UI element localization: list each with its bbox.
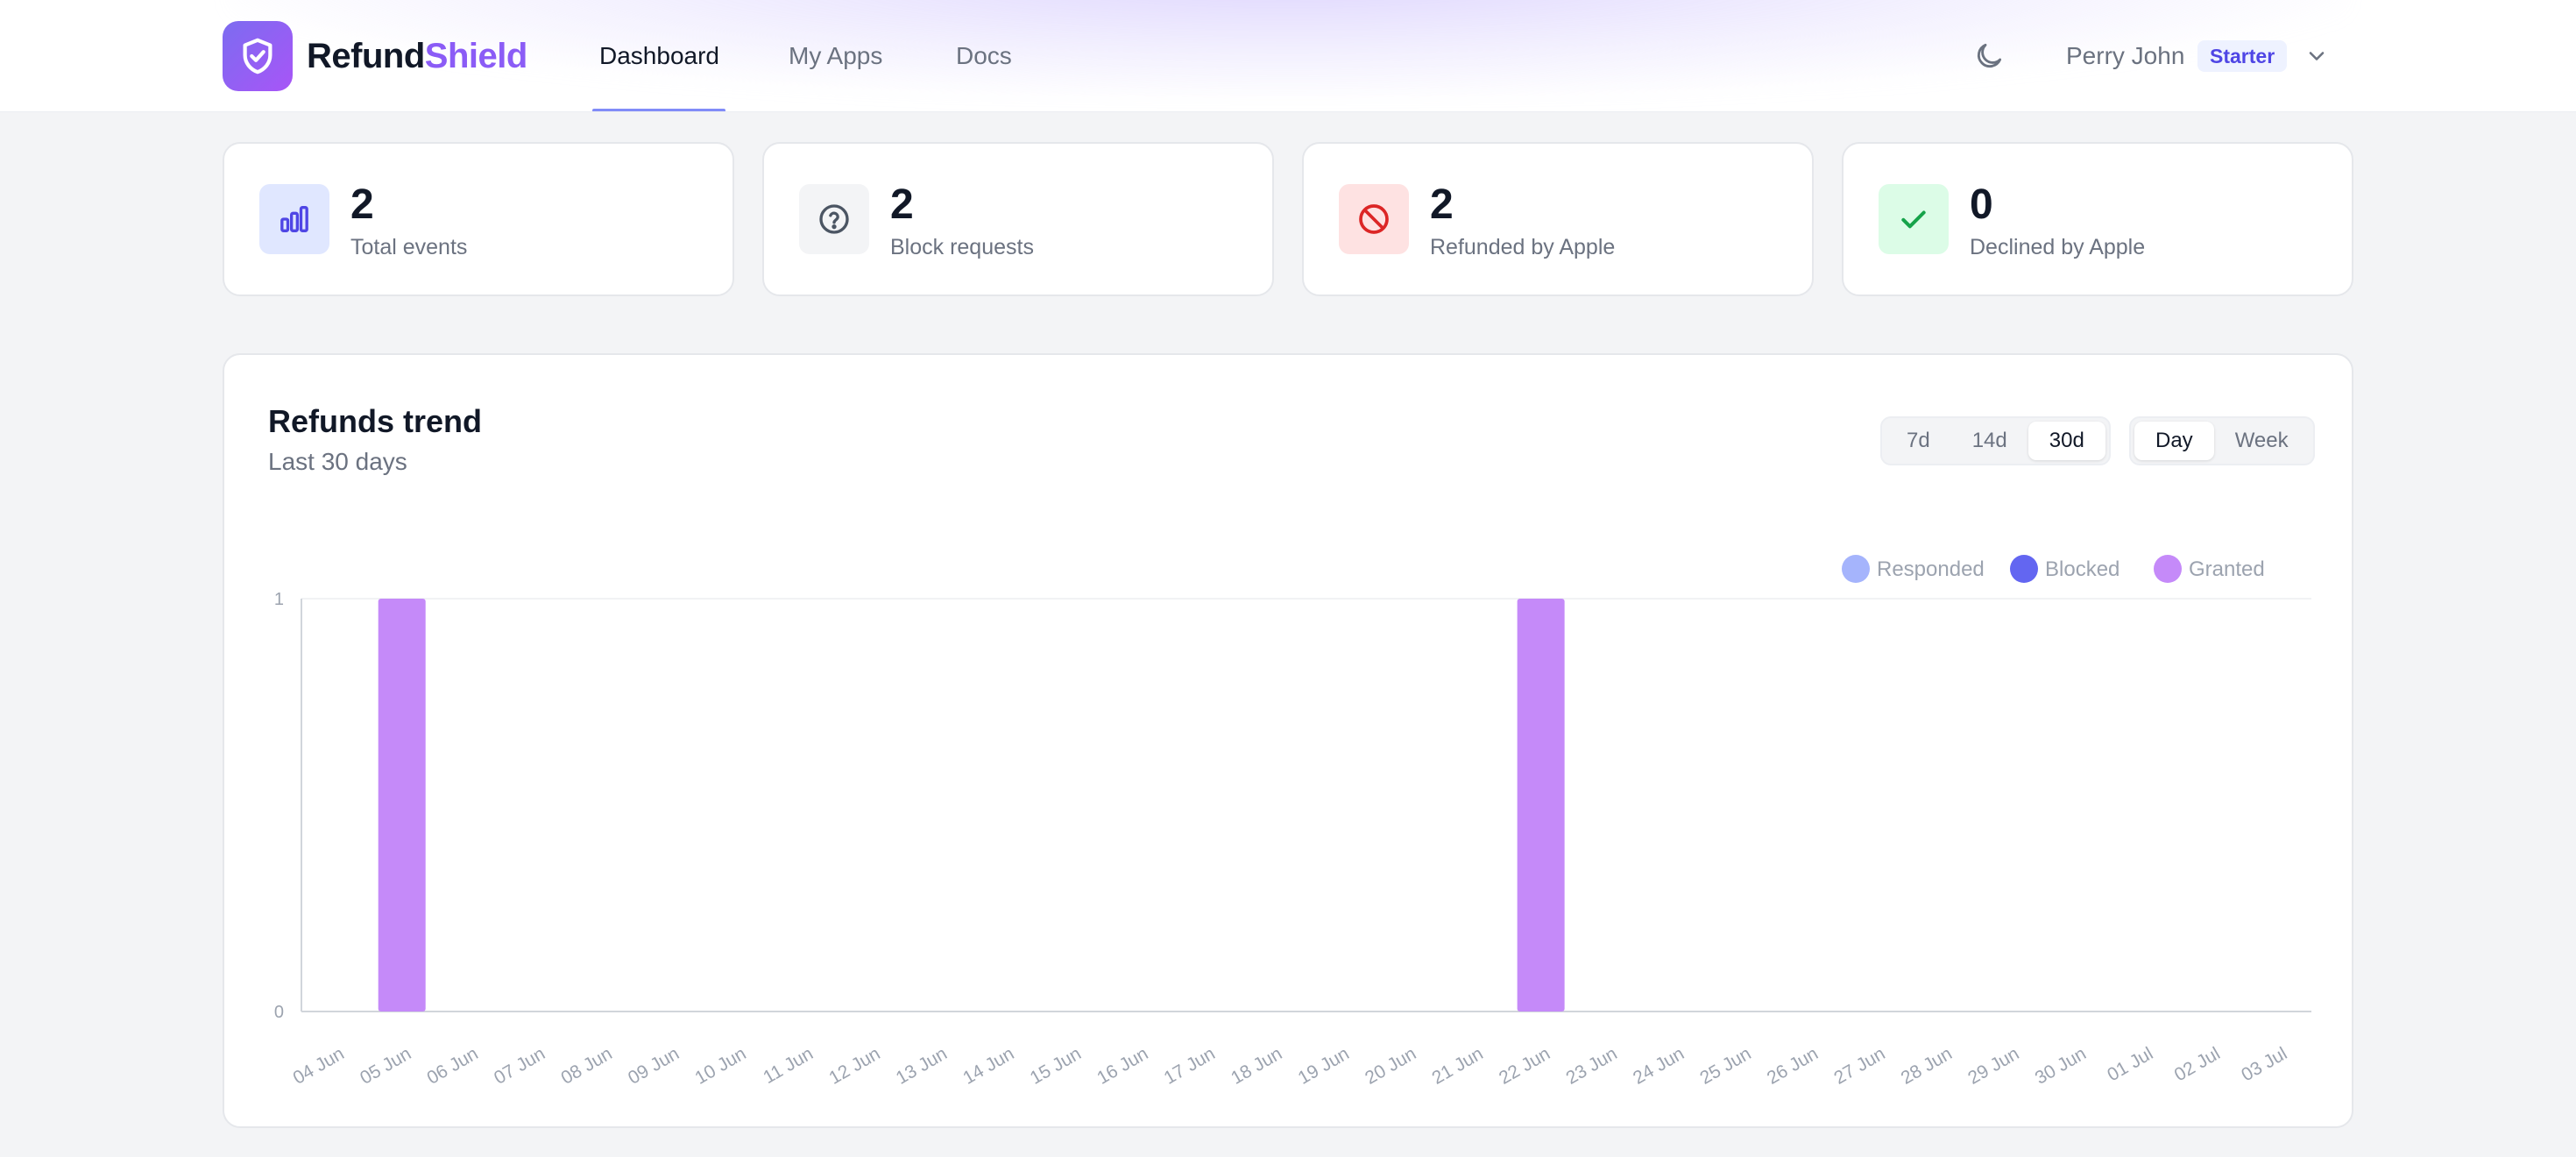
x-tick-label: 09 Jun: [625, 1043, 683, 1088]
stat-icon-box: [799, 184, 869, 254]
stat-label: Block requests: [890, 235, 1034, 259]
x-tick-label: 26 Jun: [1764, 1043, 1822, 1088]
legend-label-blocked: Blocked: [2045, 557, 2120, 581]
nav-active-indicator: [592, 109, 725, 111]
stat-value: 2: [890, 181, 914, 228]
stat-value: 2: [1430, 181, 1454, 228]
header-glow: [228, 0, 2348, 96]
x-tick-label: 23 Jun: [1562, 1043, 1620, 1088]
stat-card-refunded-by-apple: 2 Refunded by Apple: [1302, 142, 1814, 296]
granularity-option-day[interactable]: Day: [2134, 422, 2214, 460]
stat-card-declined-by-apple: 0 Declined by Apple: [1842, 142, 2353, 296]
legend-marker-blocked: [2010, 555, 2038, 583]
stat-card-total-events: 2 Total events: [223, 142, 734, 296]
theme-toggle-button[interactable]: [1971, 39, 2006, 74]
chevron-down-icon[interactable]: [2304, 44, 2329, 68]
stat-label: Declined by Apple: [1970, 235, 2146, 259]
x-tick-label: 22 Jun: [1496, 1043, 1553, 1088]
x-tick-label: 08 Jun: [557, 1043, 615, 1088]
x-tick-label: 25 Jun: [1696, 1043, 1754, 1088]
x-tick-label: 12 Jun: [825, 1043, 883, 1088]
brand-name[interactable]: RefundShield: [307, 33, 527, 79]
x-tick-label: 01 Jul: [2104, 1043, 2156, 1085]
y-tick-label: 1: [274, 590, 284, 609]
legend-label-responded: Responded: [1877, 557, 1985, 581]
chart-title: Refunds trend: [268, 403, 483, 439]
x-tick-label: 28 Jun: [1898, 1043, 1956, 1088]
plan-badge: Starter: [2197, 40, 2288, 72]
bar-granted-18: [1517, 599, 1565, 1011]
legend-label-granted: Granted: [2189, 557, 2265, 581]
x-tick-label: 18 Jun: [1228, 1043, 1285, 1088]
x-tick-label: 27 Jun: [1830, 1043, 1888, 1088]
legend-marker-responded: [1842, 555, 1870, 583]
x-tick-label: 04 Jun: [290, 1043, 348, 1088]
top-header: RefundShield Dashboard My Apps Docs Perr…: [0, 0, 2576, 112]
x-tick-label: 15 Jun: [1027, 1043, 1085, 1088]
x-tick-label: 10 Jun: [691, 1043, 749, 1088]
stat-value: 0: [1970, 181, 1993, 228]
brand-name-part2: Shield: [424, 37, 528, 75]
refunds-trend-card: Refunds trend Last 30 days 7d 14d 30d Da…: [223, 353, 2353, 1128]
x-tick-label: 11 Jun: [760, 1043, 817, 1088]
x-tick-label: 20 Jun: [1362, 1043, 1419, 1088]
x-tick-label: 17 Jun: [1161, 1043, 1219, 1088]
stat-card-block-requests: 2 Block requests: [762, 142, 1274, 296]
x-tick-label: 02 Jul: [2171, 1043, 2224, 1085]
nav-dashboard[interactable]: Dashboard: [599, 42, 719, 69]
nav-my-apps[interactable]: My Apps: [789, 42, 883, 69]
refunds-bar-chart: 0 1 04 Jun 05 Jun 06 Jun 07 Jun 08 Jun 09 Jun 10…: [274, 555, 2311, 1089]
stat-label: Total events: [350, 235, 468, 259]
nav-docs[interactable]: Docs: [956, 42, 1012, 69]
x-tick-label: 19 Jun: [1295, 1043, 1353, 1088]
y-tick-label: 0: [274, 1003, 284, 1022]
stat-icon-box: [1339, 184, 1409, 254]
stat-value: 2: [350, 181, 374, 228]
ban-icon: [1359, 204, 1389, 234]
range-option-14d[interactable]: 14d: [1971, 429, 2007, 452]
shield-check-icon: [243, 38, 272, 75]
stat-label: Refunded by Apple: [1430, 235, 1616, 259]
stat-icon-box: [259, 184, 329, 254]
x-tick-label: 06 Jun: [424, 1043, 482, 1088]
user-name[interactable]: Perry John: [2066, 42, 2185, 69]
range-option-7d[interactable]: 7d: [1907, 429, 1930, 452]
x-tick-label: 05 Jun: [357, 1043, 414, 1088]
x-tick-label: 24 Jun: [1630, 1043, 1688, 1088]
x-tick-label: 21 Jun: [1429, 1043, 1487, 1088]
range-option-30d[interactable]: 30d: [2028, 422, 2105, 460]
bar-chart-icon: [280, 206, 308, 232]
legend-marker-granted: [2154, 555, 2182, 583]
x-tick-label: 29 Jun: [1964, 1043, 2022, 1088]
chart-subtitle: Last 30 days: [268, 448, 407, 475]
granularity-option-week[interactable]: Week: [2234, 429, 2289, 452]
x-tick-label: 16 Jun: [1093, 1043, 1151, 1088]
moon-icon: [1977, 43, 2002, 68]
brand-logo[interactable]: [223, 21, 293, 91]
question-circle-icon: [819, 204, 849, 234]
x-tick-label: 13 Jun: [893, 1043, 951, 1088]
x-tick-label: 30 Jun: [2032, 1043, 2090, 1088]
x-tick-label: 14 Jun: [959, 1043, 1017, 1088]
stat-icon-box: [1879, 184, 1949, 254]
x-tick-label: 07 Jun: [491, 1043, 548, 1088]
granularity-selector: Day Week: [2129, 416, 2315, 465]
x-tick-label: 03 Jul: [2238, 1043, 2290, 1085]
range-selector: 7d 14d 30d: [1880, 416, 2111, 465]
bar-granted-1: [378, 599, 426, 1011]
check-icon: [1901, 210, 1926, 229]
brand-name-part1: Refund: [307, 37, 425, 75]
